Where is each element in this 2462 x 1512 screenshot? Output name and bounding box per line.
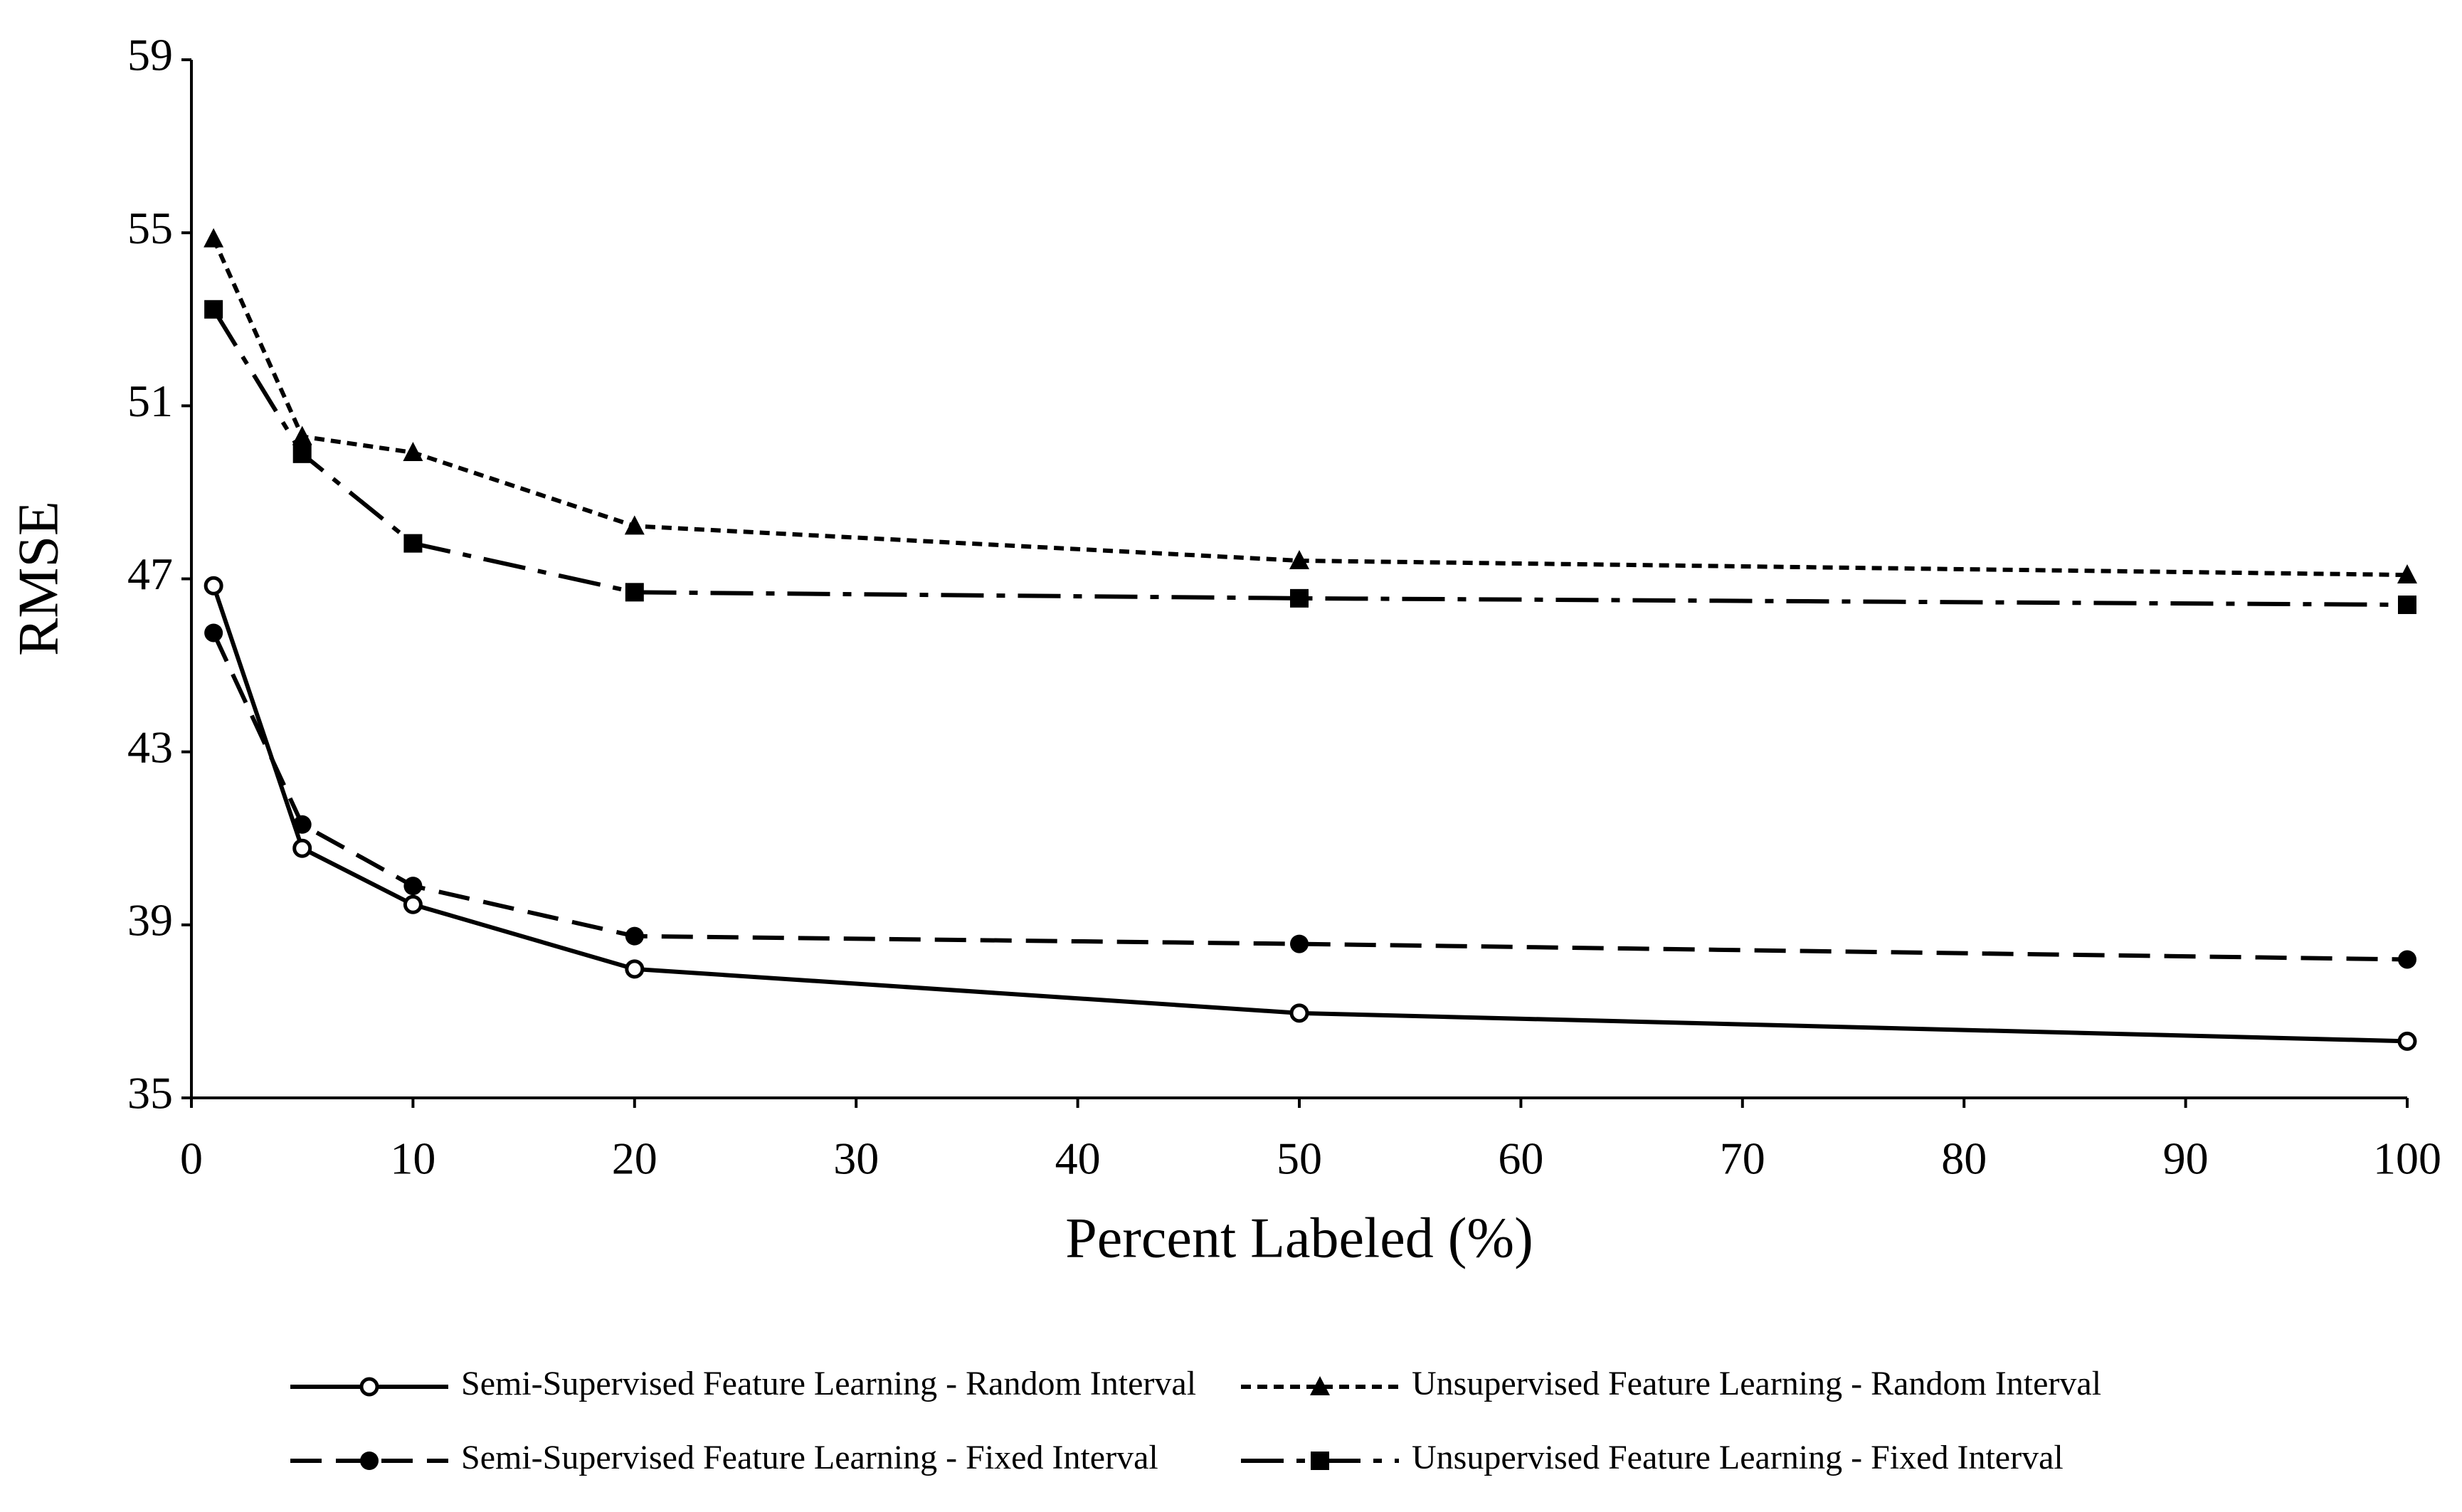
x-tick-label: 70 [1720, 1133, 1765, 1184]
y-tick-label: 47 [127, 549, 173, 599]
marker [625, 583, 644, 602]
marker [1290, 588, 1309, 608]
marker [403, 441, 423, 461]
legend-marker [1310, 1376, 1330, 1395]
marker [292, 838, 312, 858]
x-tick-label: 100 [2373, 1133, 2441, 1184]
series-line [211, 238, 2408, 578]
y-tick-label: 35 [127, 1068, 173, 1119]
x-tick-label: 30 [833, 1133, 879, 1184]
x-tick-label: 0 [180, 1133, 203, 1184]
marker [204, 300, 223, 319]
legend-label: Unsupervised Feature Learning - Fixed In… [1412, 1439, 2064, 1476]
y-tick-label: 39 [127, 895, 173, 946]
marker [204, 623, 223, 643]
x-tick-label: 90 [2163, 1133, 2209, 1184]
marker [403, 894, 423, 914]
x-tick-label: 80 [1941, 1133, 1987, 1184]
marker [2398, 950, 2416, 969]
x-tick-label: 20 [612, 1133, 657, 1184]
y-tick-label: 59 [127, 30, 173, 80]
x-tick-label: 10 [390, 1133, 435, 1184]
marker [292, 444, 312, 463]
marker [1290, 934, 1309, 953]
legend-marker [1311, 1452, 1329, 1470]
marker [625, 926, 644, 946]
marker [1289, 549, 1309, 569]
series-line [211, 632, 2408, 962]
legend-marker [360, 1452, 379, 1470]
marker [2397, 564, 2417, 584]
marker [204, 576, 223, 596]
y-tick-label: 55 [127, 203, 173, 253]
legend-label: Semi-Supervised Feature Learning - Rando… [461, 1365, 1196, 1402]
marker [2398, 595, 2416, 614]
marker [625, 959, 645, 979]
marker [2397, 1031, 2417, 1051]
legend-label: Unsupervised Feature Learning - Random I… [1412, 1365, 2101, 1402]
marker [292, 815, 312, 834]
series-line [211, 308, 2408, 607]
x-axis-title: Percent Labeled (%) [1065, 1207, 1533, 1269]
marker [624, 515, 645, 535]
marker [403, 534, 423, 553]
marker [204, 228, 224, 248]
y-tick-label: 43 [127, 721, 173, 772]
y-axis-title: RMSE [7, 501, 70, 656]
marker [1289, 1003, 1309, 1023]
y-tick-label: 51 [127, 376, 173, 426]
x-tick-label: 50 [1277, 1133, 1322, 1184]
x-tick-label: 60 [1498, 1133, 1543, 1184]
legend-label: Semi-Supervised Feature Learning - Fixed… [461, 1439, 1158, 1476]
marker [292, 425, 312, 445]
series-line [211, 585, 2408, 1044]
marker [403, 877, 423, 896]
legend-marker [359, 1377, 379, 1397]
x-tick-label: 40 [1055, 1133, 1101, 1184]
